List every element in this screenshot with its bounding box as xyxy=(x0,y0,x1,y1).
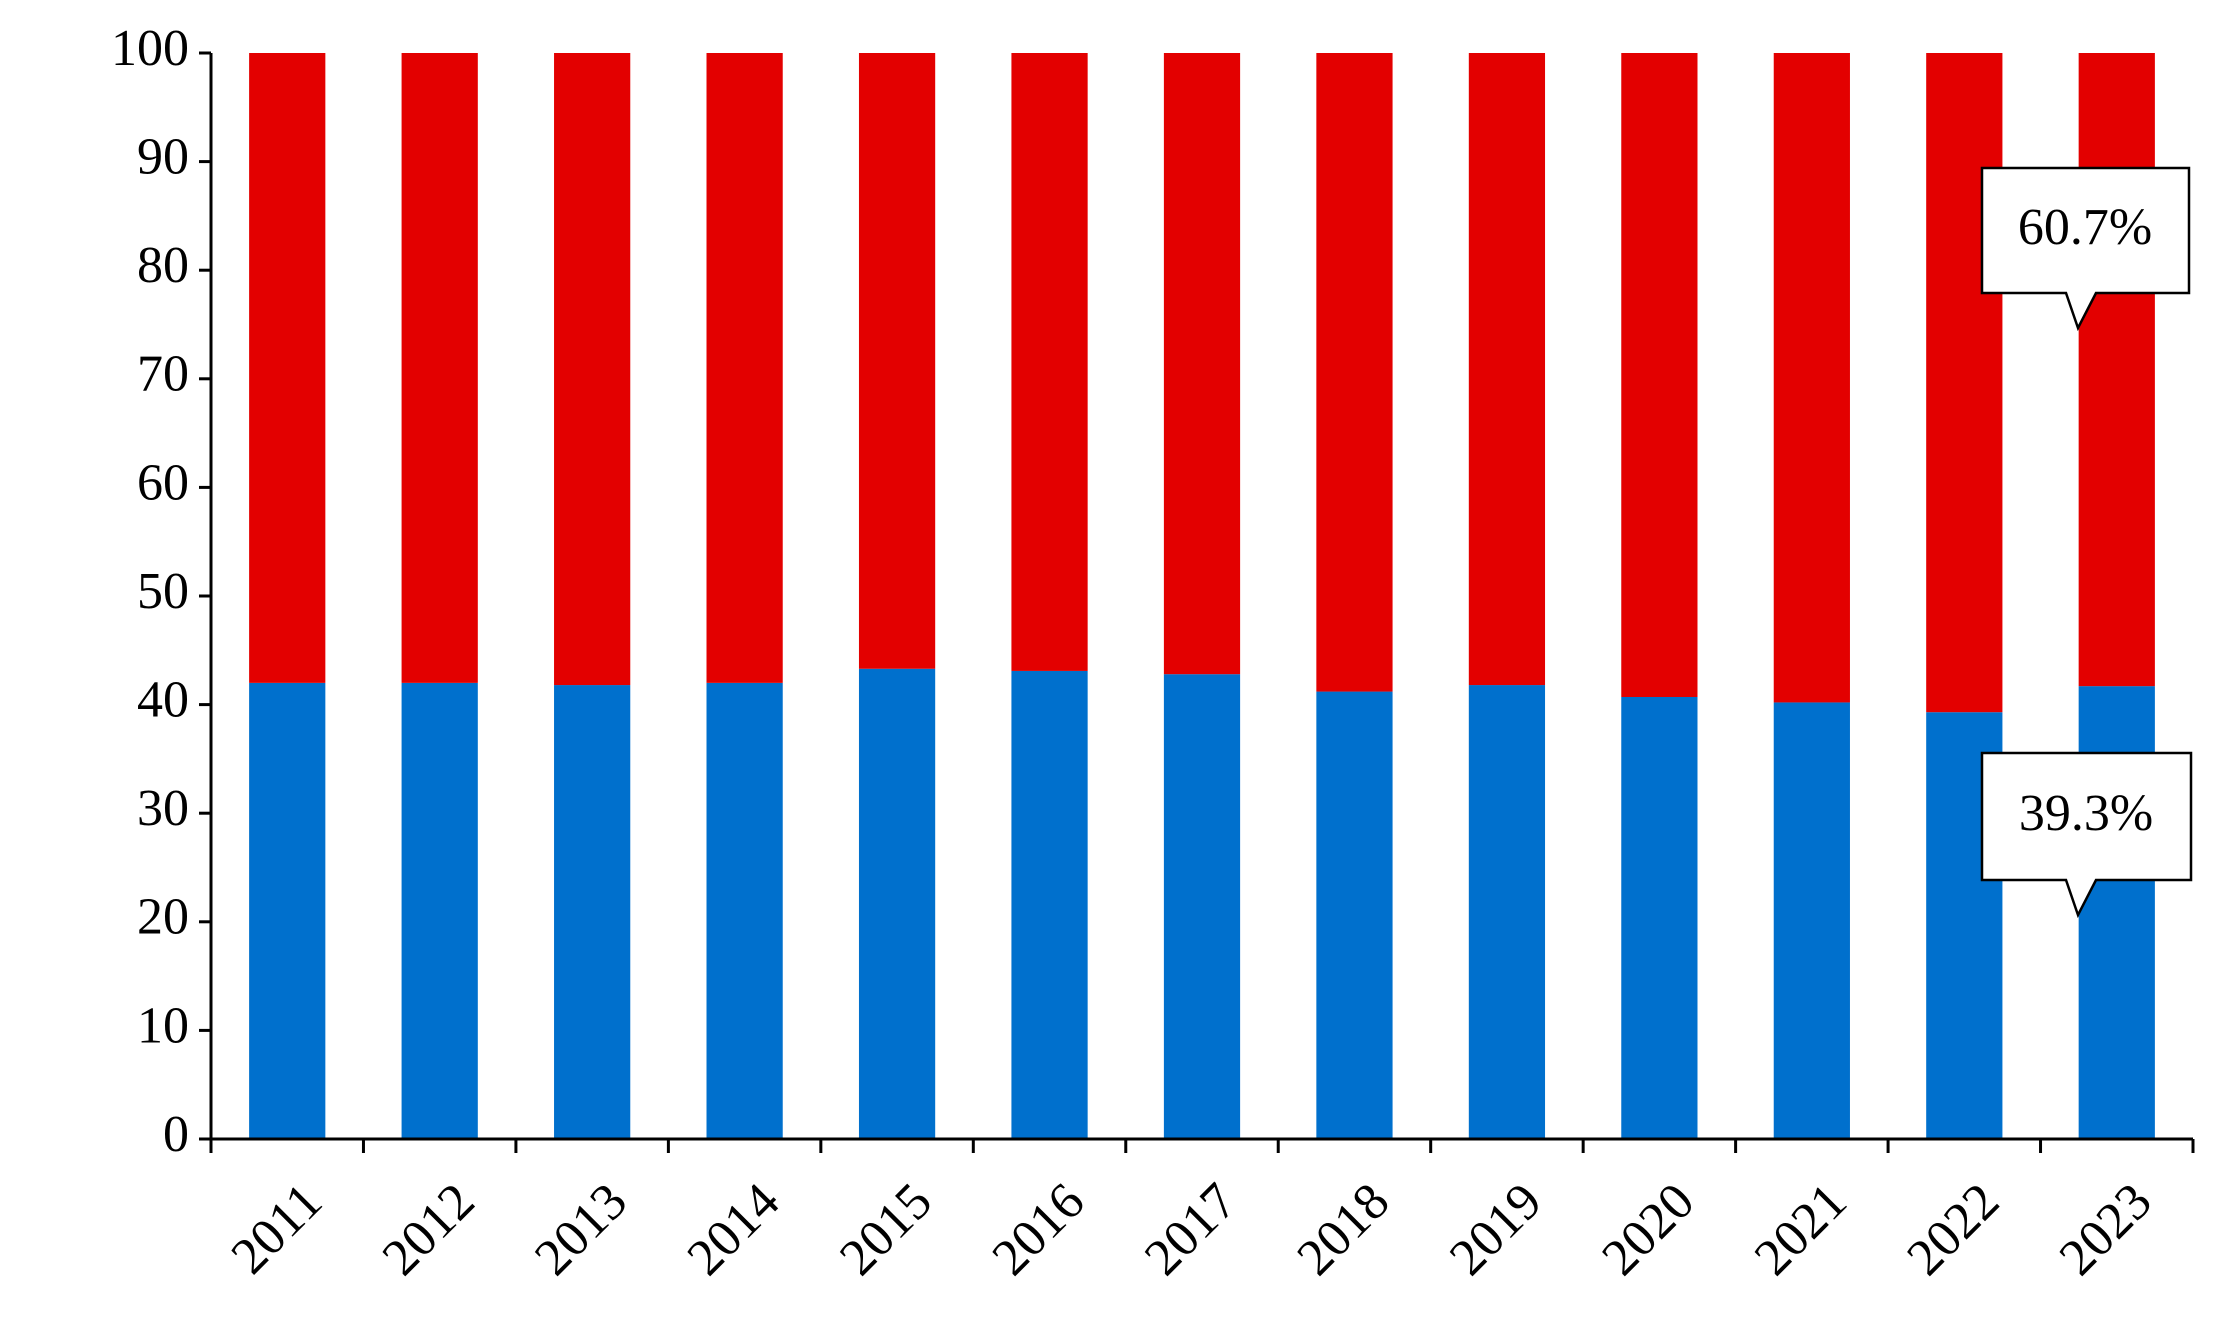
y-tick-label: 100 xyxy=(111,20,189,77)
bar-segment xyxy=(401,682,478,1139)
bar-segment xyxy=(554,53,631,686)
bar-segment xyxy=(1316,691,1393,1139)
y-tick-label: 80 xyxy=(137,237,189,294)
bar-segment xyxy=(2078,53,2155,687)
y-tick-label: 60 xyxy=(137,454,189,511)
bar-segment xyxy=(1316,53,1393,692)
y-tick-label: 90 xyxy=(137,129,189,186)
callout-box xyxy=(1980,751,2193,919)
x-tick-label: 2019 xyxy=(1439,1173,1553,1287)
bar-segment xyxy=(706,53,783,683)
x-tick-label: 2012 xyxy=(372,1173,486,1287)
x-tick-label: 2015 xyxy=(829,1173,943,1287)
y-tick-label: 40 xyxy=(137,672,189,729)
x-tick-label: 2023 xyxy=(2049,1173,2163,1287)
x-tick-label: 2020 xyxy=(1591,1173,1705,1287)
bar-segment xyxy=(858,668,936,1139)
x-tick-label: 2013 xyxy=(524,1173,638,1287)
bar-segment xyxy=(706,682,783,1139)
x-tick-label: 2016 xyxy=(982,1173,1096,1287)
x-tick-label: 2014 xyxy=(677,1173,791,1287)
y-tick-label: 30 xyxy=(137,780,189,837)
bar-segment xyxy=(554,685,631,1139)
bar-segment xyxy=(1468,53,1546,686)
y-tick-label: 20 xyxy=(137,889,189,946)
bar-segment xyxy=(1621,53,1698,697)
bar-segment xyxy=(249,53,326,683)
callout-box xyxy=(1980,166,2191,332)
bar-segment xyxy=(1926,53,2003,713)
bar-segment xyxy=(1468,685,1546,1139)
x-tick-label: 2018 xyxy=(1287,1173,1401,1287)
y-tick-label: 10 xyxy=(137,997,189,1054)
bar-segment xyxy=(1621,696,1698,1139)
annotation: 39.3% xyxy=(2019,785,2153,842)
bar-segment xyxy=(1773,53,1850,703)
bar-segment xyxy=(858,53,936,669)
bar-segment xyxy=(1163,674,1241,1139)
y-tick-label: 70 xyxy=(137,346,189,403)
y-tick-label: 50 xyxy=(137,563,189,620)
bar-segment xyxy=(1773,702,1850,1139)
x-tick-label: 2017 xyxy=(1134,1173,1248,1287)
bar-segment xyxy=(1011,670,1088,1139)
x-tick-label: 2011 xyxy=(221,1173,333,1285)
annotation: 60.7% xyxy=(2018,199,2152,256)
bar-segment xyxy=(249,682,326,1139)
bar-segment xyxy=(1011,53,1088,671)
y-tick-label: 0 xyxy=(163,1106,189,1163)
bar-segment xyxy=(1163,53,1241,675)
x-tick-label: 2022 xyxy=(1896,1173,2010,1287)
bar-segment xyxy=(401,53,478,683)
x-tick-label: 2021 xyxy=(1744,1173,1858,1287)
